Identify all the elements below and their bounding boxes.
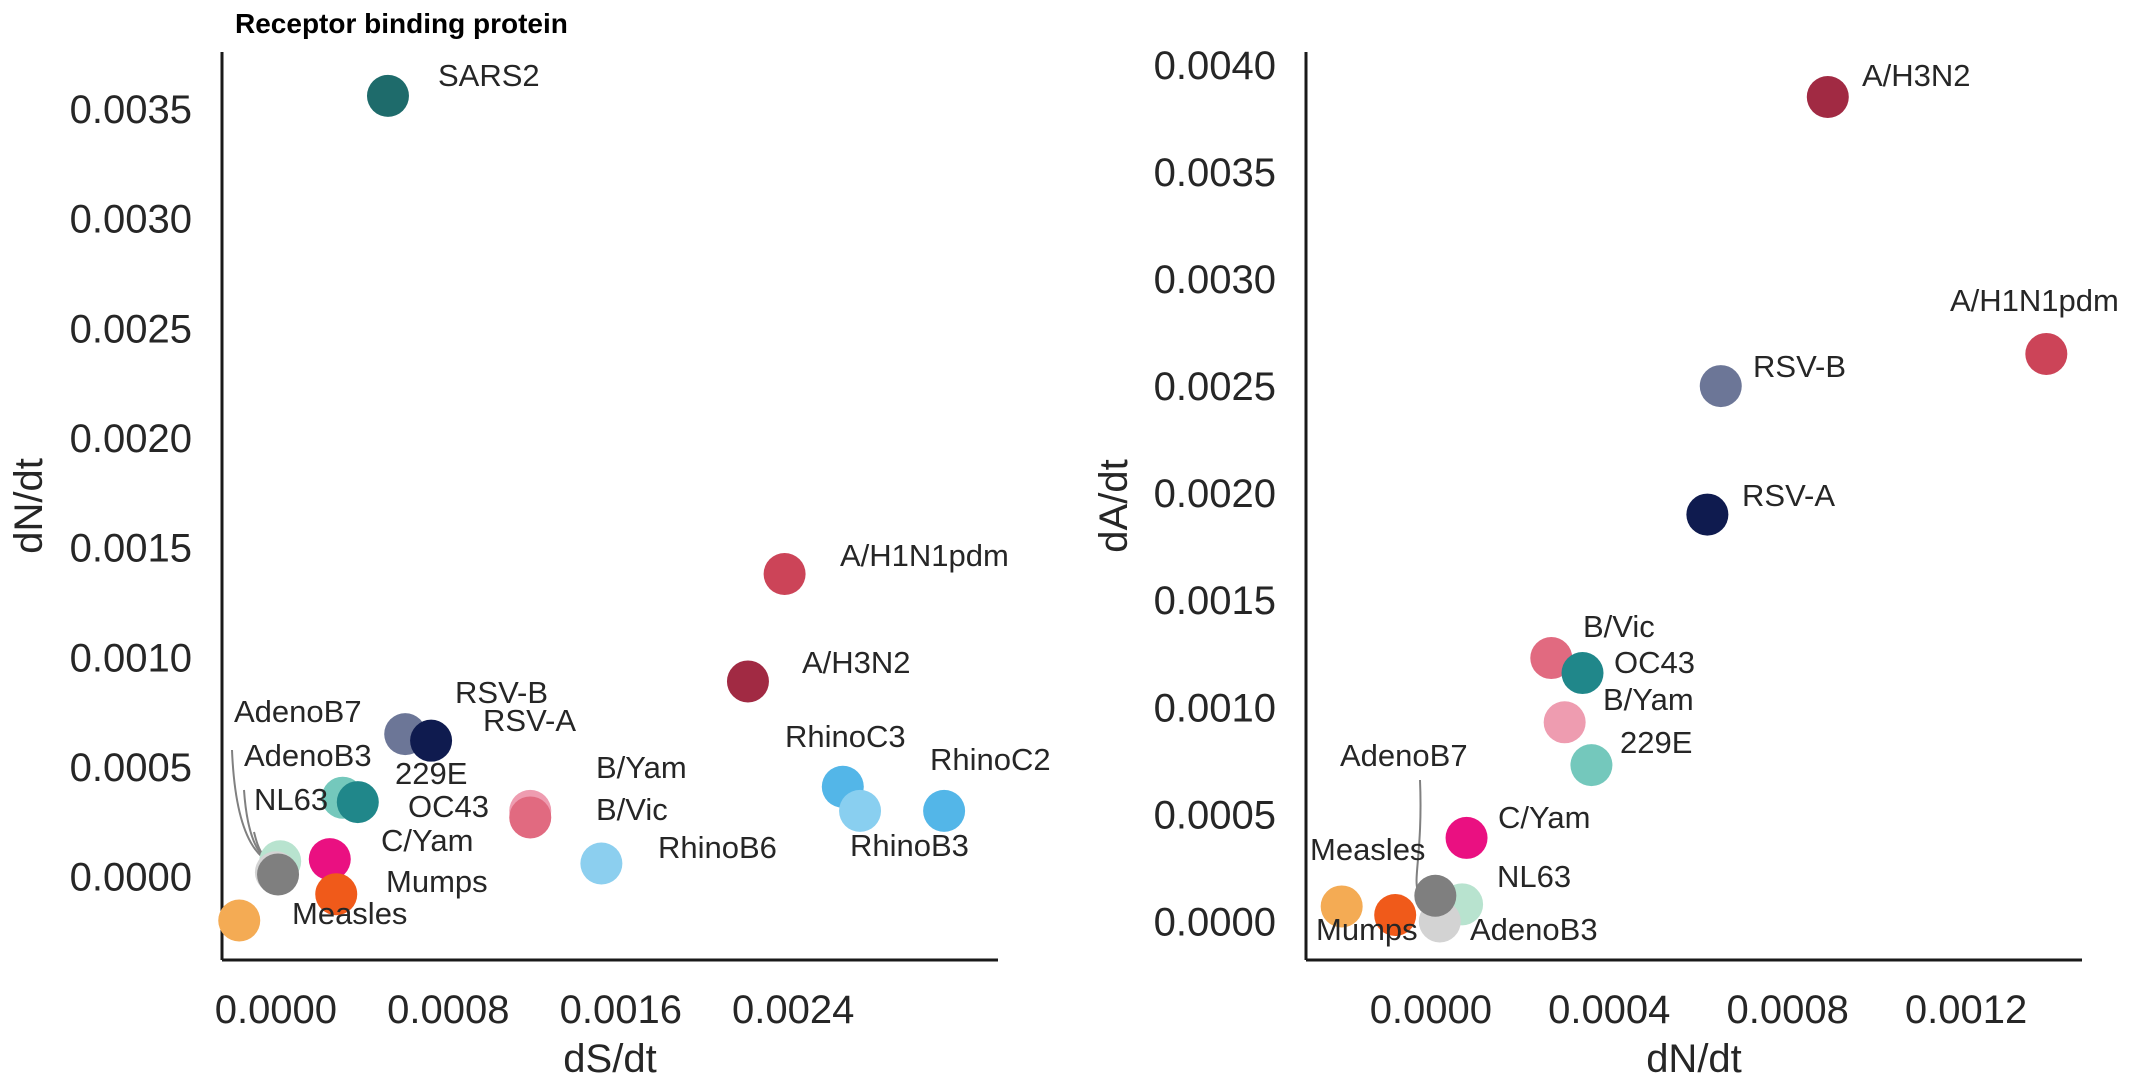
point-a-h1n1pdm bbox=[763, 552, 806, 595]
y-tick-label: 0.0035 bbox=[1154, 151, 1276, 195]
y-tick-label: 0.0005 bbox=[70, 746, 192, 790]
y-tick-label: 0.0035 bbox=[70, 88, 192, 132]
y-axis-title: dN/dt bbox=[7, 458, 51, 554]
point-label-rhinoc3: RhinoC3 bbox=[785, 719, 906, 754]
point-rhinoc2 bbox=[923, 789, 966, 832]
y-axis-title: dA/dt bbox=[1092, 459, 1136, 552]
y-tick-label: 0.0020 bbox=[70, 417, 192, 461]
y-tick-label: 0.0010 bbox=[1154, 686, 1276, 730]
point-b-vic bbox=[1530, 637, 1573, 680]
point-c-yam bbox=[308, 838, 351, 881]
point-rsv-a bbox=[1686, 493, 1729, 536]
point-label-229e: 229E bbox=[1620, 725, 1692, 760]
point-label-adenob3: AdenoB3 bbox=[1470, 912, 1598, 947]
y-tick-label: 0.0000 bbox=[70, 856, 192, 900]
point-oc43 bbox=[336, 781, 379, 824]
point-measles bbox=[1320, 885, 1363, 928]
x-tick-label: 0.0000 bbox=[1370, 988, 1492, 1032]
point-measles bbox=[218, 899, 261, 942]
y-tick-label: 0.0020 bbox=[1154, 472, 1276, 516]
point-label-c-yam: C/Yam bbox=[381, 823, 473, 858]
point-label-sars2: SARS2 bbox=[438, 58, 540, 93]
point-sars2 bbox=[366, 74, 409, 117]
point-label-a-h3n2: A/H3N2 bbox=[1862, 58, 1971, 93]
point-label-b-vic: B/Vic bbox=[596, 792, 668, 827]
point-label-rsv-a: RSV-A bbox=[483, 703, 576, 738]
point-label-b-yam: B/Yam bbox=[1603, 682, 1694, 717]
x-tick-label: 0.0008 bbox=[387, 988, 509, 1032]
point-rhinob3 bbox=[839, 789, 882, 832]
point-label-rsv-b: RSV-B bbox=[1753, 349, 1846, 384]
x-tick-label: 0.0004 bbox=[1548, 988, 1670, 1032]
point-label-b-vic: B/Vic bbox=[1583, 609, 1655, 644]
y-tick-label: 0.0015 bbox=[1154, 579, 1276, 623]
point-label-measles: Measles bbox=[292, 896, 407, 931]
left-scatter-panel: 0.0000 0.0005 0.0010 0.0015 0.0020 0.0025 0.00… bbox=[7, 52, 1051, 1081]
point-label-rhinob6: RhinoB6 bbox=[658, 830, 777, 865]
point-a-h3n2 bbox=[726, 660, 769, 703]
x-tick-label: 0.0008 bbox=[1726, 988, 1848, 1032]
y-tick-label: 0.0005 bbox=[1154, 793, 1276, 837]
y-tick-label: 0.0025 bbox=[1154, 365, 1276, 409]
point-b-vic bbox=[509, 796, 552, 839]
point-c-yam bbox=[1445, 816, 1488, 859]
point-label-adenob3: AdenoB3 bbox=[244, 738, 372, 773]
x-axis-title: dS/dt bbox=[563, 1037, 656, 1081]
point-a-h3n2 bbox=[1806, 75, 1849, 118]
point-label-rhinoc2: RhinoC2 bbox=[930, 742, 1051, 777]
point-rhinob6 bbox=[580, 842, 623, 885]
y-tick-label: 0.0040 bbox=[1154, 44, 1276, 88]
point-adenob7 bbox=[257, 853, 300, 896]
point-mumps bbox=[315, 873, 358, 916]
figure-title: Receptor binding protein bbox=[235, 8, 568, 39]
point-rsv-a bbox=[410, 719, 453, 762]
y-tick-label: 0.0000 bbox=[1154, 900, 1276, 944]
point-label-adenob7: AdenoB7 bbox=[1340, 738, 1468, 773]
y-tick-label: 0.0010 bbox=[70, 636, 192, 680]
point-label-c-yam: C/Yam bbox=[1498, 800, 1590, 835]
y-tick-label: 0.0030 bbox=[1154, 258, 1276, 302]
x-axis-title: dN/dt bbox=[1646, 1037, 1742, 1081]
point-label-nl63: NL63 bbox=[1497, 859, 1571, 894]
y-tick-label: 0.0025 bbox=[70, 307, 192, 351]
point-label-oc43: OC43 bbox=[1614, 645, 1695, 680]
point-label-b-yam: B/Yam bbox=[596, 750, 687, 785]
point-229e bbox=[1570, 744, 1613, 787]
point-label-a-h3n2: A/H3N2 bbox=[802, 645, 911, 680]
point-adenob7 bbox=[1414, 874, 1457, 917]
point-label-rsv-a: RSV-A bbox=[1742, 478, 1835, 513]
x-tick-label: 0.0012 bbox=[1905, 988, 2027, 1032]
point-mumps bbox=[1374, 894, 1417, 937]
point-label-mumps: Mumps bbox=[1316, 912, 1418, 947]
point-rsv-b bbox=[1699, 365, 1742, 408]
point-label-mumps: Mumps bbox=[386, 864, 488, 899]
point-label-rsv-b: RSV-B bbox=[455, 675, 548, 710]
point-label-adenob7: AdenoB7 bbox=[234, 694, 362, 729]
y-tick-label: 0.0030 bbox=[70, 198, 192, 242]
x-tick-label: 0.0016 bbox=[560, 988, 682, 1032]
point-label-a-h1n1pdm: A/H1N1pdm bbox=[1950, 283, 2119, 318]
point-label-229e: 229E bbox=[395, 756, 467, 791]
point-label-nl63: NL63 bbox=[254, 782, 328, 817]
point-label-rhinob3: RhinoB3 bbox=[850, 828, 969, 863]
point-label-measles: Measles bbox=[1310, 832, 1425, 867]
y-tick-label: 0.0015 bbox=[70, 527, 192, 571]
point-label-oc43: OC43 bbox=[408, 789, 489, 824]
x-tick-label: 0.0000 bbox=[215, 988, 337, 1032]
x-tick-label: 0.0024 bbox=[732, 988, 854, 1032]
point-a-h1n1pdm bbox=[2025, 332, 2068, 375]
right-scatter-panel: 0.0000 0.0005 0.0010 0.0015 0.0020 0.0025 0.00… bbox=[1092, 44, 2119, 1081]
point-b-yam bbox=[1543, 701, 1586, 744]
point-oc43 bbox=[1561, 652, 1604, 695]
point-label-a-h1n1pdm: A/H1N1pdm bbox=[840, 538, 1009, 573]
